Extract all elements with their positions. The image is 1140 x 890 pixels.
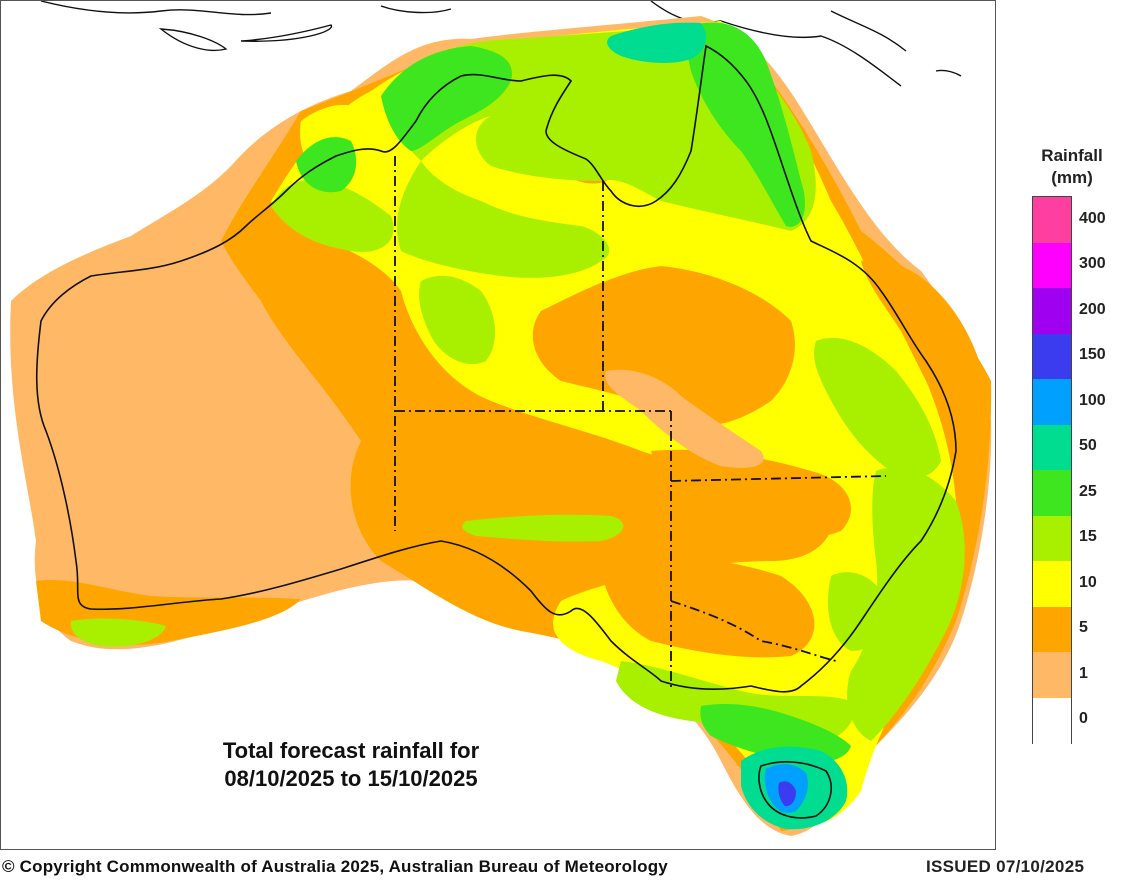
legend-swatch-1 (1033, 652, 1071, 698)
rain-zone-1mm-inland (605, 369, 764, 468)
legend-label-400: 400 (1079, 209, 1106, 227)
legend-title: Rainfall (mm) (1022, 145, 1122, 189)
rain-zone-15mm-sw (70, 618, 166, 647)
rain-zone-25mm-kimberley (296, 137, 357, 193)
rain-zone-15mm-kimberley (271, 179, 394, 252)
legend-label-1: 1 (1079, 664, 1088, 682)
map-caption: Total forecast rainfall for 08/10/2025 t… (151, 737, 551, 793)
rain-zone-5mm-central (532, 266, 795, 425)
rain-zone-15mm-qld (814, 337, 941, 478)
legend-label-15: 15 (1079, 528, 1097, 546)
legend-swatch-300 (1033, 242, 1071, 289)
rain-zone-15mm-nt (419, 275, 496, 365)
legend-label-10: 10 (1079, 573, 1097, 591)
rain-zone-25mm-capeyork (687, 22, 806, 227)
australia-coastline (35, 44, 957, 693)
legend-label-0: 0 (1079, 710, 1088, 728)
legend-swatch-50 (1033, 424, 1071, 471)
legend-label-5: 5 (1079, 619, 1088, 637)
legend-label-300: 300 (1079, 255, 1106, 273)
caption-line-2: 08/10/2025 to 15/10/2025 (224, 766, 478, 791)
australia-rainfall-map-svg (10, 1, 992, 836)
rainfall-map: Total forecast rainfall for 08/10/2025 t… (0, 0, 996, 850)
rain-zone-5mm-nsw (601, 556, 815, 658)
legend-label-50: 50 (1079, 437, 1097, 455)
rain-zone-5mm-sa (367, 421, 559, 508)
rain-zone-15mm-coast (847, 467, 965, 741)
rain-zone-5mm-qld (651, 449, 851, 541)
legend-swatch-10 (1033, 561, 1071, 607)
legend-label-100: 100 (1079, 391, 1106, 409)
legend-swatch-400 (1033, 197, 1071, 243)
legend-label-200: 200 (1079, 300, 1106, 318)
legend-swatch-0 (1033, 697, 1071, 744)
legend-swatch-100 (1033, 379, 1071, 425)
legend-swatch-5 (1033, 606, 1071, 653)
state-borders (394, 156, 887, 691)
legend-label-150: 150 (1079, 346, 1106, 364)
legend-title-line-2: (mm) (1051, 168, 1093, 187)
rain-zone-15mm-nsw-east (827, 572, 887, 651)
legend-colorbar (1032, 196, 1072, 744)
legend-swatch-25 (1033, 470, 1071, 516)
copyright-text: © Copyright Commonwealth of Australia 20… (2, 857, 668, 876)
legend-swatch-15 (1033, 515, 1071, 562)
rain-zone-50mm-capeyork (607, 22, 707, 63)
legend-swatch-150 (1033, 333, 1071, 380)
rain-zone-25mm-tas-vic (700, 704, 851, 763)
legend-swatch-200 (1033, 288, 1071, 334)
rain-zone-150mm-tasmania (778, 781, 796, 807)
tasmania-coastline (758, 761, 832, 819)
legend-title-line-1: Rainfall (1041, 146, 1103, 165)
legend-label-25: 25 (1079, 482, 1097, 500)
issued-date: ISSUED 07/10/2025 (926, 857, 1085, 876)
caption-line-1: Total forecast rainfall for (222, 738, 480, 763)
rain-zone-15mm-sa-band (462, 514, 624, 542)
